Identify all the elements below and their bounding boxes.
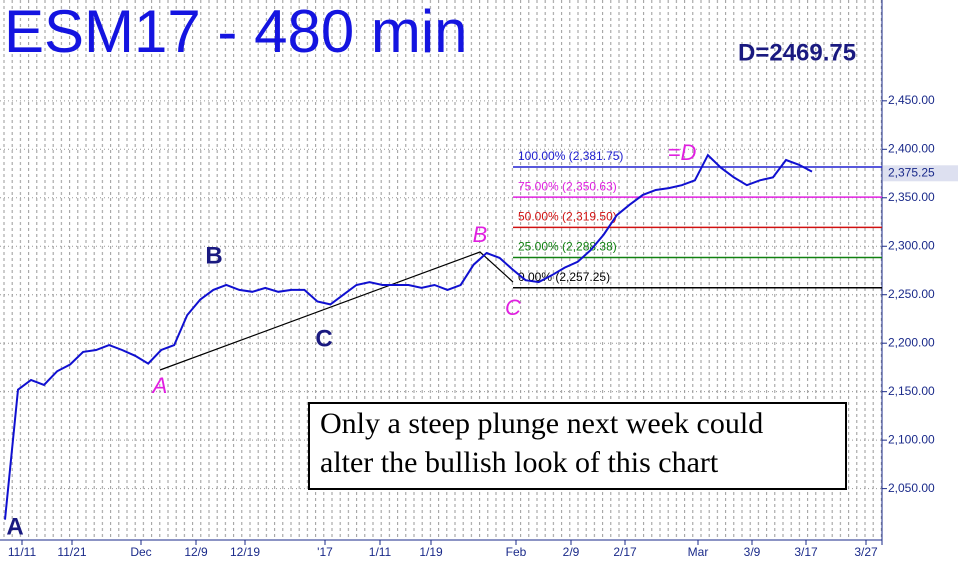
- pattern-label: B: [473, 222, 488, 247]
- pattern-label: =D: [668, 140, 697, 165]
- annotation-box: [308, 402, 847, 490]
- x-tick-label: Feb: [506, 545, 527, 559]
- wave-label: C: [315, 325, 332, 352]
- y-tick-label: 2,150.00: [888, 384, 935, 398]
- wave-label: A: [6, 513, 23, 540]
- fib-label: 100.00% (2,381.75): [518, 149, 623, 163]
- x-tick-label: 3/27: [854, 545, 878, 559]
- x-tick-label: 3/9: [744, 545, 761, 559]
- x-tick-label: 11/11: [8, 545, 37, 559]
- x-tick-label: '17: [317, 545, 333, 559]
- x-tick-label: 12/9: [184, 545, 208, 559]
- x-tick-label: 2/17: [613, 545, 637, 559]
- y-tick-label: 2,400.00: [888, 141, 935, 155]
- annotation-text: Only a steep plunge next week could: [320, 407, 763, 440]
- pattern-label: C: [505, 295, 521, 320]
- target-label: D=2469.75: [738, 39, 856, 66]
- x-tick-label: 3/17: [794, 545, 818, 559]
- y-tick-label: 2,250.00: [888, 287, 935, 301]
- wave-label: B: [205, 242, 222, 269]
- price-line: [4, 153, 813, 520]
- x-tick-label: 1/19: [419, 545, 443, 559]
- x-tick-label: Dec: [130, 545, 151, 559]
- y-tick-label: 2,200.00: [888, 335, 935, 349]
- x-tick-label: 2/9: [563, 545, 580, 559]
- x-tick-label: 11/21: [57, 545, 86, 559]
- last-value-label: 2,375.25: [888, 165, 935, 179]
- pattern-line: [159, 251, 514, 371]
- fib-label: 75.00% (2,350.63): [518, 179, 617, 193]
- x-tick-label: Mar: [688, 545, 709, 559]
- fib-label: 50.00% (2,319.50): [518, 210, 617, 224]
- annotation-text: alter the bullish look of this chart: [320, 446, 719, 479]
- y-tick-label: 2,300.00: [888, 238, 935, 252]
- chart-title: ESM17 - 480 min: [4, 0, 468, 65]
- y-tick-label: 2,450.00: [888, 93, 935, 107]
- pattern-label: A: [151, 373, 168, 398]
- x-tick-label: 12/19: [230, 545, 260, 559]
- fib-label: 25.00% (2,288.38): [518, 240, 617, 254]
- y-tick-label: 2,050.00: [888, 481, 935, 495]
- x-tick-label: 1/11: [369, 545, 392, 559]
- y-tick-label: 2,350.00: [888, 190, 935, 204]
- y-tick-label: 2,100.00: [888, 432, 935, 446]
- last-value-box: [883, 165, 958, 182]
